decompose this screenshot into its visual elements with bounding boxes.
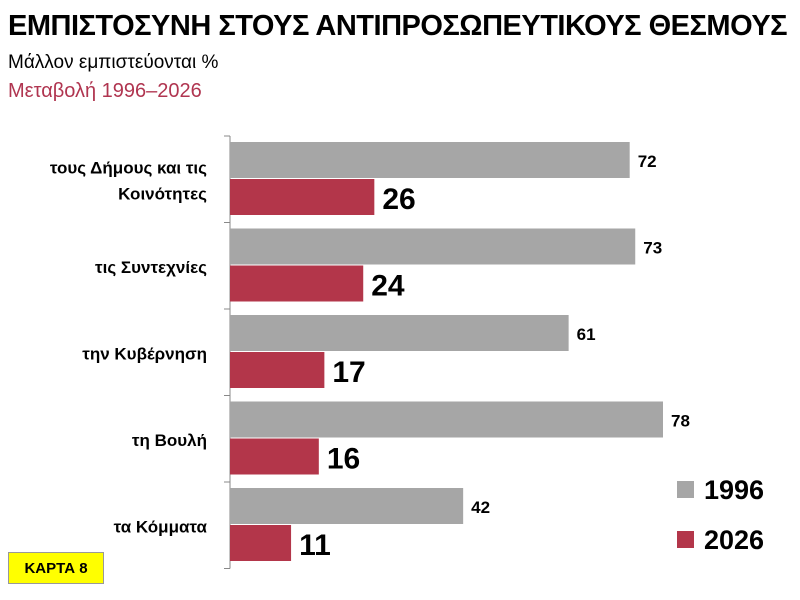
data-label-2026: 16 bbox=[327, 443, 360, 476]
data-label-1996: 61 bbox=[577, 325, 596, 344]
category-label: τα Κόμματα bbox=[114, 517, 208, 536]
category-label: την Κυβέρνηση bbox=[82, 344, 207, 363]
data-label-2026: 26 bbox=[382, 183, 415, 216]
bar-1996 bbox=[230, 315, 569, 351]
legend-label-1996: 1996 bbox=[704, 475, 764, 505]
card-badge: ΚΑΡΤΑ 8 bbox=[8, 552, 104, 584]
data-label-1996: 73 bbox=[643, 239, 662, 258]
data-label-1996: 42 bbox=[471, 498, 490, 517]
chart-subtitle-change: Μεταβολή 1996–2026 bbox=[8, 80, 202, 102]
bar-1996 bbox=[230, 228, 636, 265]
data-label-2026: 24 bbox=[371, 270, 405, 303]
bar-1996 bbox=[230, 401, 663, 438]
category-label: τις Συντεχνίες bbox=[95, 258, 207, 277]
bar-1996 bbox=[230, 142, 630, 178]
chart-subtitle: Μάλλον εμπιστεύονται % bbox=[8, 52, 219, 73]
bar-2026 bbox=[230, 352, 325, 388]
data-label-2026: 11 bbox=[299, 529, 331, 562]
bar-2026 bbox=[230, 265, 364, 302]
category-label: τους Δήμους και τις bbox=[50, 158, 207, 177]
chart-title: ΕΜΠΙΣΤΟΣΥΝΗ ΣΤΟΥΣ ΑΝΤΙΠΡΟΣΩΠΕΥΤΙΚΟΥΣ ΘΕΣ… bbox=[8, 10, 788, 42]
data-label-1996: 72 bbox=[638, 152, 657, 171]
legend-swatch-1996 bbox=[677, 481, 694, 498]
bar-2026 bbox=[230, 525, 292, 561]
bar-2026 bbox=[230, 438, 319, 475]
data-label-1996: 78 bbox=[671, 412, 690, 431]
bar-1996 bbox=[230, 488, 464, 524]
category-label: τη Βουλή bbox=[132, 431, 207, 450]
bar-2026 bbox=[230, 179, 375, 215]
category-label: Κοινότητες bbox=[118, 184, 207, 203]
legend-swatch-2026 bbox=[677, 531, 694, 548]
data-label-2026: 17 bbox=[332, 356, 365, 389]
legend-label-2026: 2026 bbox=[704, 525, 764, 555]
